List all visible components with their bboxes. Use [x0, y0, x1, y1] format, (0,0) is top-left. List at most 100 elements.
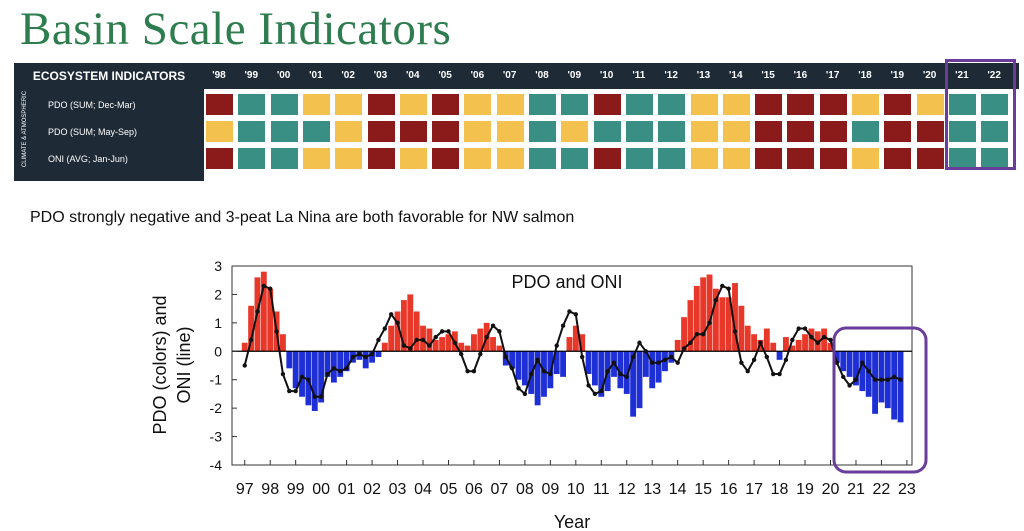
pdo-bar — [286, 351, 293, 369]
indicator-cell-r2-c5 — [367, 148, 395, 169]
year-header-12: '10 — [599, 70, 614, 81]
y-tick-label: -1 — [210, 372, 223, 388]
oni-point — [408, 346, 413, 351]
page-title: Basin Scale Indicators — [20, 3, 452, 55]
pdo-bar — [426, 328, 433, 352]
oni-point — [866, 368, 871, 374]
pdo-bar — [337, 351, 344, 377]
oni-point — [503, 354, 508, 360]
pdo-bar — [400, 300, 407, 352]
pdo-bar — [897, 351, 904, 423]
pdo-bar — [872, 351, 878, 414]
indicator-cell-r1-c7 — [432, 121, 460, 142]
indicator-cell-r2-c24 — [981, 148, 1009, 169]
year-header-5: '03 — [373, 70, 388, 81]
pdo-bar — [585, 351, 592, 375]
oni-point — [656, 360, 661, 365]
indicator-cell-r0-c0 — [206, 94, 233, 115]
indicator-cell-r1-c0 — [206, 121, 233, 142]
pdo-bar — [865, 351, 872, 397]
oni-point — [242, 363, 247, 368]
x-tick-label: 21 — [847, 481, 865, 498]
pdo-bar — [891, 351, 898, 420]
oni-point — [579, 354, 585, 360]
oni-point — [891, 374, 897, 380]
oni-point — [618, 371, 623, 377]
oni-point — [318, 394, 324, 399]
oni-point — [764, 354, 770, 360]
pdo-bar — [439, 337, 446, 352]
y-tick-label: -2 — [210, 400, 223, 416]
oni-point — [376, 337, 381, 343]
indicator-cell-r1-c1 — [238, 121, 266, 142]
y-tick-label: 2 — [214, 286, 222, 302]
oni-point — [369, 351, 375, 357]
oni-point — [299, 374, 305, 380]
x-tick-label: 19 — [796, 481, 814, 498]
oni-point — [287, 388, 292, 394]
indicator-cell-r0-c7 — [432, 94, 460, 115]
indicator-cell-r0-c15 — [690, 94, 718, 115]
oni-point — [427, 343, 432, 348]
year-header-10: '08 — [535, 70, 549, 81]
pdo-bar — [413, 311, 420, 352]
oni-point — [669, 354, 674, 360]
x-tick-label: 02 — [363, 481, 381, 498]
oni-point — [847, 383, 852, 388]
pdo-bar — [763, 328, 770, 352]
pdo-bar — [375, 351, 382, 357]
pdo-bar — [706, 274, 713, 352]
oni-point — [529, 371, 534, 377]
oni-point — [828, 337, 833, 343]
highlight-box-21-22 — [945, 59, 1016, 170]
indicator-cell-r2-c16 — [722, 148, 750, 169]
x-axis-label: Year — [554, 512, 590, 531]
pdo-bar — [407, 294, 414, 352]
oni-point — [751, 357, 757, 363]
indicator-cell-r2-c15 — [690, 148, 718, 169]
pdo-bar — [534, 351, 541, 406]
indicator-cell-r1-c21 — [884, 121, 912, 142]
pdo-bar — [464, 345, 471, 352]
oni-point — [599, 388, 604, 394]
oni-point — [312, 394, 317, 399]
pdo-bar — [649, 351, 656, 389]
year-header-7: '05 — [438, 70, 452, 81]
pdo-bar — [521, 351, 528, 386]
pdo-bar — [738, 305, 745, 352]
oni-point — [573, 312, 579, 317]
indicator-cell-r0-c2 — [270, 94, 298, 115]
pdo-bar — [770, 342, 777, 352]
oni-point — [344, 366, 349, 371]
oni-point — [605, 368, 610, 374]
indicator-cell-r1-c10 — [529, 121, 556, 142]
year-header-16: '14 — [729, 70, 743, 81]
oni-point — [446, 329, 451, 334]
pdo-bar — [808, 328, 815, 352]
oni-point — [554, 343, 559, 348]
pdo-bar — [687, 300, 694, 352]
pdo-bar — [541, 351, 547, 397]
oni-point — [414, 337, 419, 343]
indicator-cell-r2-c13 — [625, 148, 653, 169]
oni-point — [459, 351, 464, 357]
indicator-cell-r0-c10 — [529, 94, 556, 115]
indicator-cell-r2-c11 — [561, 148, 589, 169]
pdo-bar — [241, 342, 248, 352]
pdo-bar — [598, 351, 605, 397]
oni-point — [796, 326, 801, 331]
pdo-bar — [783, 337, 789, 352]
indicator-cell-r0-c22 — [916, 94, 944, 115]
indicator-cell-r1-c15 — [690, 121, 718, 142]
oni-point — [509, 366, 515, 371]
pdo-bar — [490, 337, 496, 352]
indicator-cell-r1-c2 — [270, 121, 298, 142]
oni-point — [758, 340, 763, 345]
indicator-cell-r1-c24 — [981, 121, 1009, 142]
year-header-14: '12 — [664, 70, 678, 81]
side-label-text: CLIMATE & ATMOSPHERIC — [22, 90, 28, 168]
indicator-cell-r1-c11 — [561, 121, 589, 142]
x-tick-label: 11 — [593, 481, 610, 498]
oni-point — [395, 320, 400, 326]
indicator-cell-r0-c19 — [819, 94, 847, 115]
